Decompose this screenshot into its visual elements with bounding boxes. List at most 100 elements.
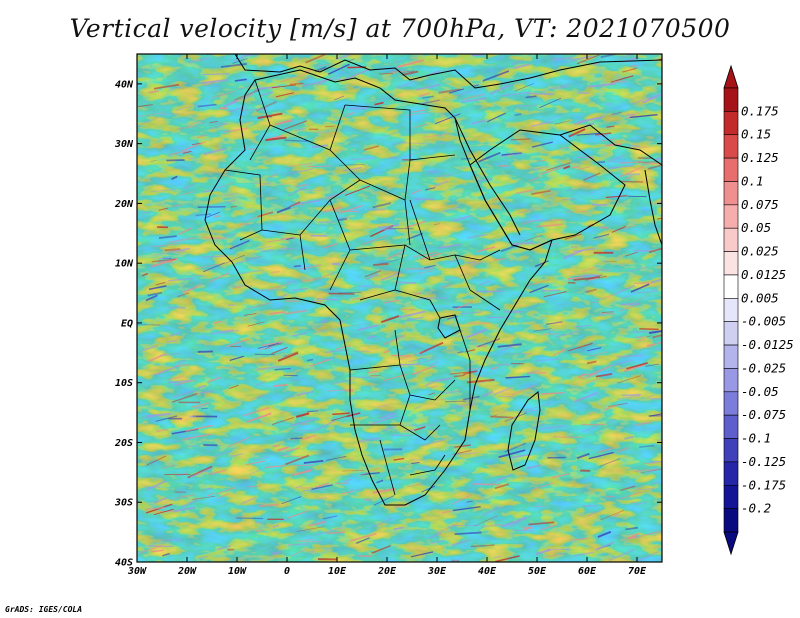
field-streak [402,142,431,145]
field-streak [599,458,621,467]
field-streak [600,275,607,279]
field-streak [314,482,330,489]
field-streak [490,415,514,419]
field-streak [303,468,314,471]
field-streak [168,379,193,384]
field-streak [318,193,339,201]
field-streak [378,412,397,420]
field-streak [331,414,353,422]
field-streak [510,138,531,141]
field-streak [268,282,291,290]
field-streak [595,373,613,378]
field-streak [510,453,532,459]
field-streak [478,151,501,163]
field-streak [172,438,190,443]
field-streak [284,139,308,142]
field-streak [338,164,366,166]
field-streak [471,260,482,267]
field-streak [202,73,230,76]
field-streak [607,402,628,407]
field-streak [288,76,313,84]
field-streak [411,365,437,376]
field-streak [373,495,395,506]
field-streak [413,123,428,129]
colorbar-swatch [723,484,739,509]
field-streak [588,451,614,460]
field-streak [541,392,565,395]
field-streak [330,112,354,124]
field-streak [414,405,422,410]
field-streak [380,271,402,281]
colorbar-label: -0.025 [741,360,786,375]
field-streak [535,223,563,228]
field-streak [614,80,627,83]
field-streak [203,189,214,193]
colorbar-label: -0.1 [741,431,771,446]
colorbar-swatch [723,321,739,346]
field-streak [545,321,563,326]
colorbar-label: 0.005 [741,290,779,305]
field-streak [460,97,486,104]
field-streak [141,115,162,125]
field-streak [603,260,617,263]
field-streak [150,188,177,193]
red-sea-outline [454,117,521,236]
field-streak [605,195,628,199]
field-streak [274,119,293,126]
field-streak [531,482,555,491]
field-streak [286,280,297,283]
field-streak [180,493,196,498]
colorbar-swatch [723,134,739,159]
field-streak [454,531,482,535]
field-streak [651,278,662,284]
field-streak [478,280,491,286]
field-streak [563,165,571,170]
field-streak [511,529,533,532]
field-streak [173,383,181,386]
longitude-labels: 30W 20W 10W 0 10E 20E 30E 40E 50E 60E 70E [127,566,647,577]
field-streak [212,90,235,99]
field-streak [367,370,379,374]
field-streak [625,526,639,531]
field-streak [568,55,592,61]
field-streak [184,433,212,440]
field-streak [224,192,239,196]
lon-label: 20E [377,566,397,577]
field-streak [581,374,595,380]
lat-label: 10N [115,259,134,270]
field-streak [221,329,239,334]
field-streak [449,370,478,375]
colorbar-swatch [723,461,739,486]
field-streak [575,324,592,328]
field-streak [247,213,267,221]
field-streak [438,141,447,145]
field-streak [566,188,573,192]
colorbar-label: -0.0125 [741,337,794,352]
field-streak [625,112,640,120]
colorbar-swatch [723,298,739,322]
field-streak [182,184,195,190]
field-streak [572,248,596,253]
field-streak [142,272,149,277]
field-streak [631,94,658,105]
field-streak [564,233,582,240]
field-streak [201,407,208,410]
field-streak [284,309,307,315]
field-streak [460,157,471,160]
field-streak [573,276,601,281]
field-streak [466,500,473,503]
field-streak [397,59,425,68]
field-streak [273,383,288,388]
field-streak [495,555,520,562]
lat-label: 30N [114,139,134,150]
field-streak [276,206,291,214]
field-streak [595,541,615,551]
field-streak [571,165,581,169]
field-streak [140,344,159,352]
field-streak [623,224,637,231]
field-streak [308,520,327,527]
field-streak [256,100,277,112]
field-streak [403,150,422,158]
colorbar-label: -0.005 [741,314,786,329]
field-streak [246,412,272,423]
